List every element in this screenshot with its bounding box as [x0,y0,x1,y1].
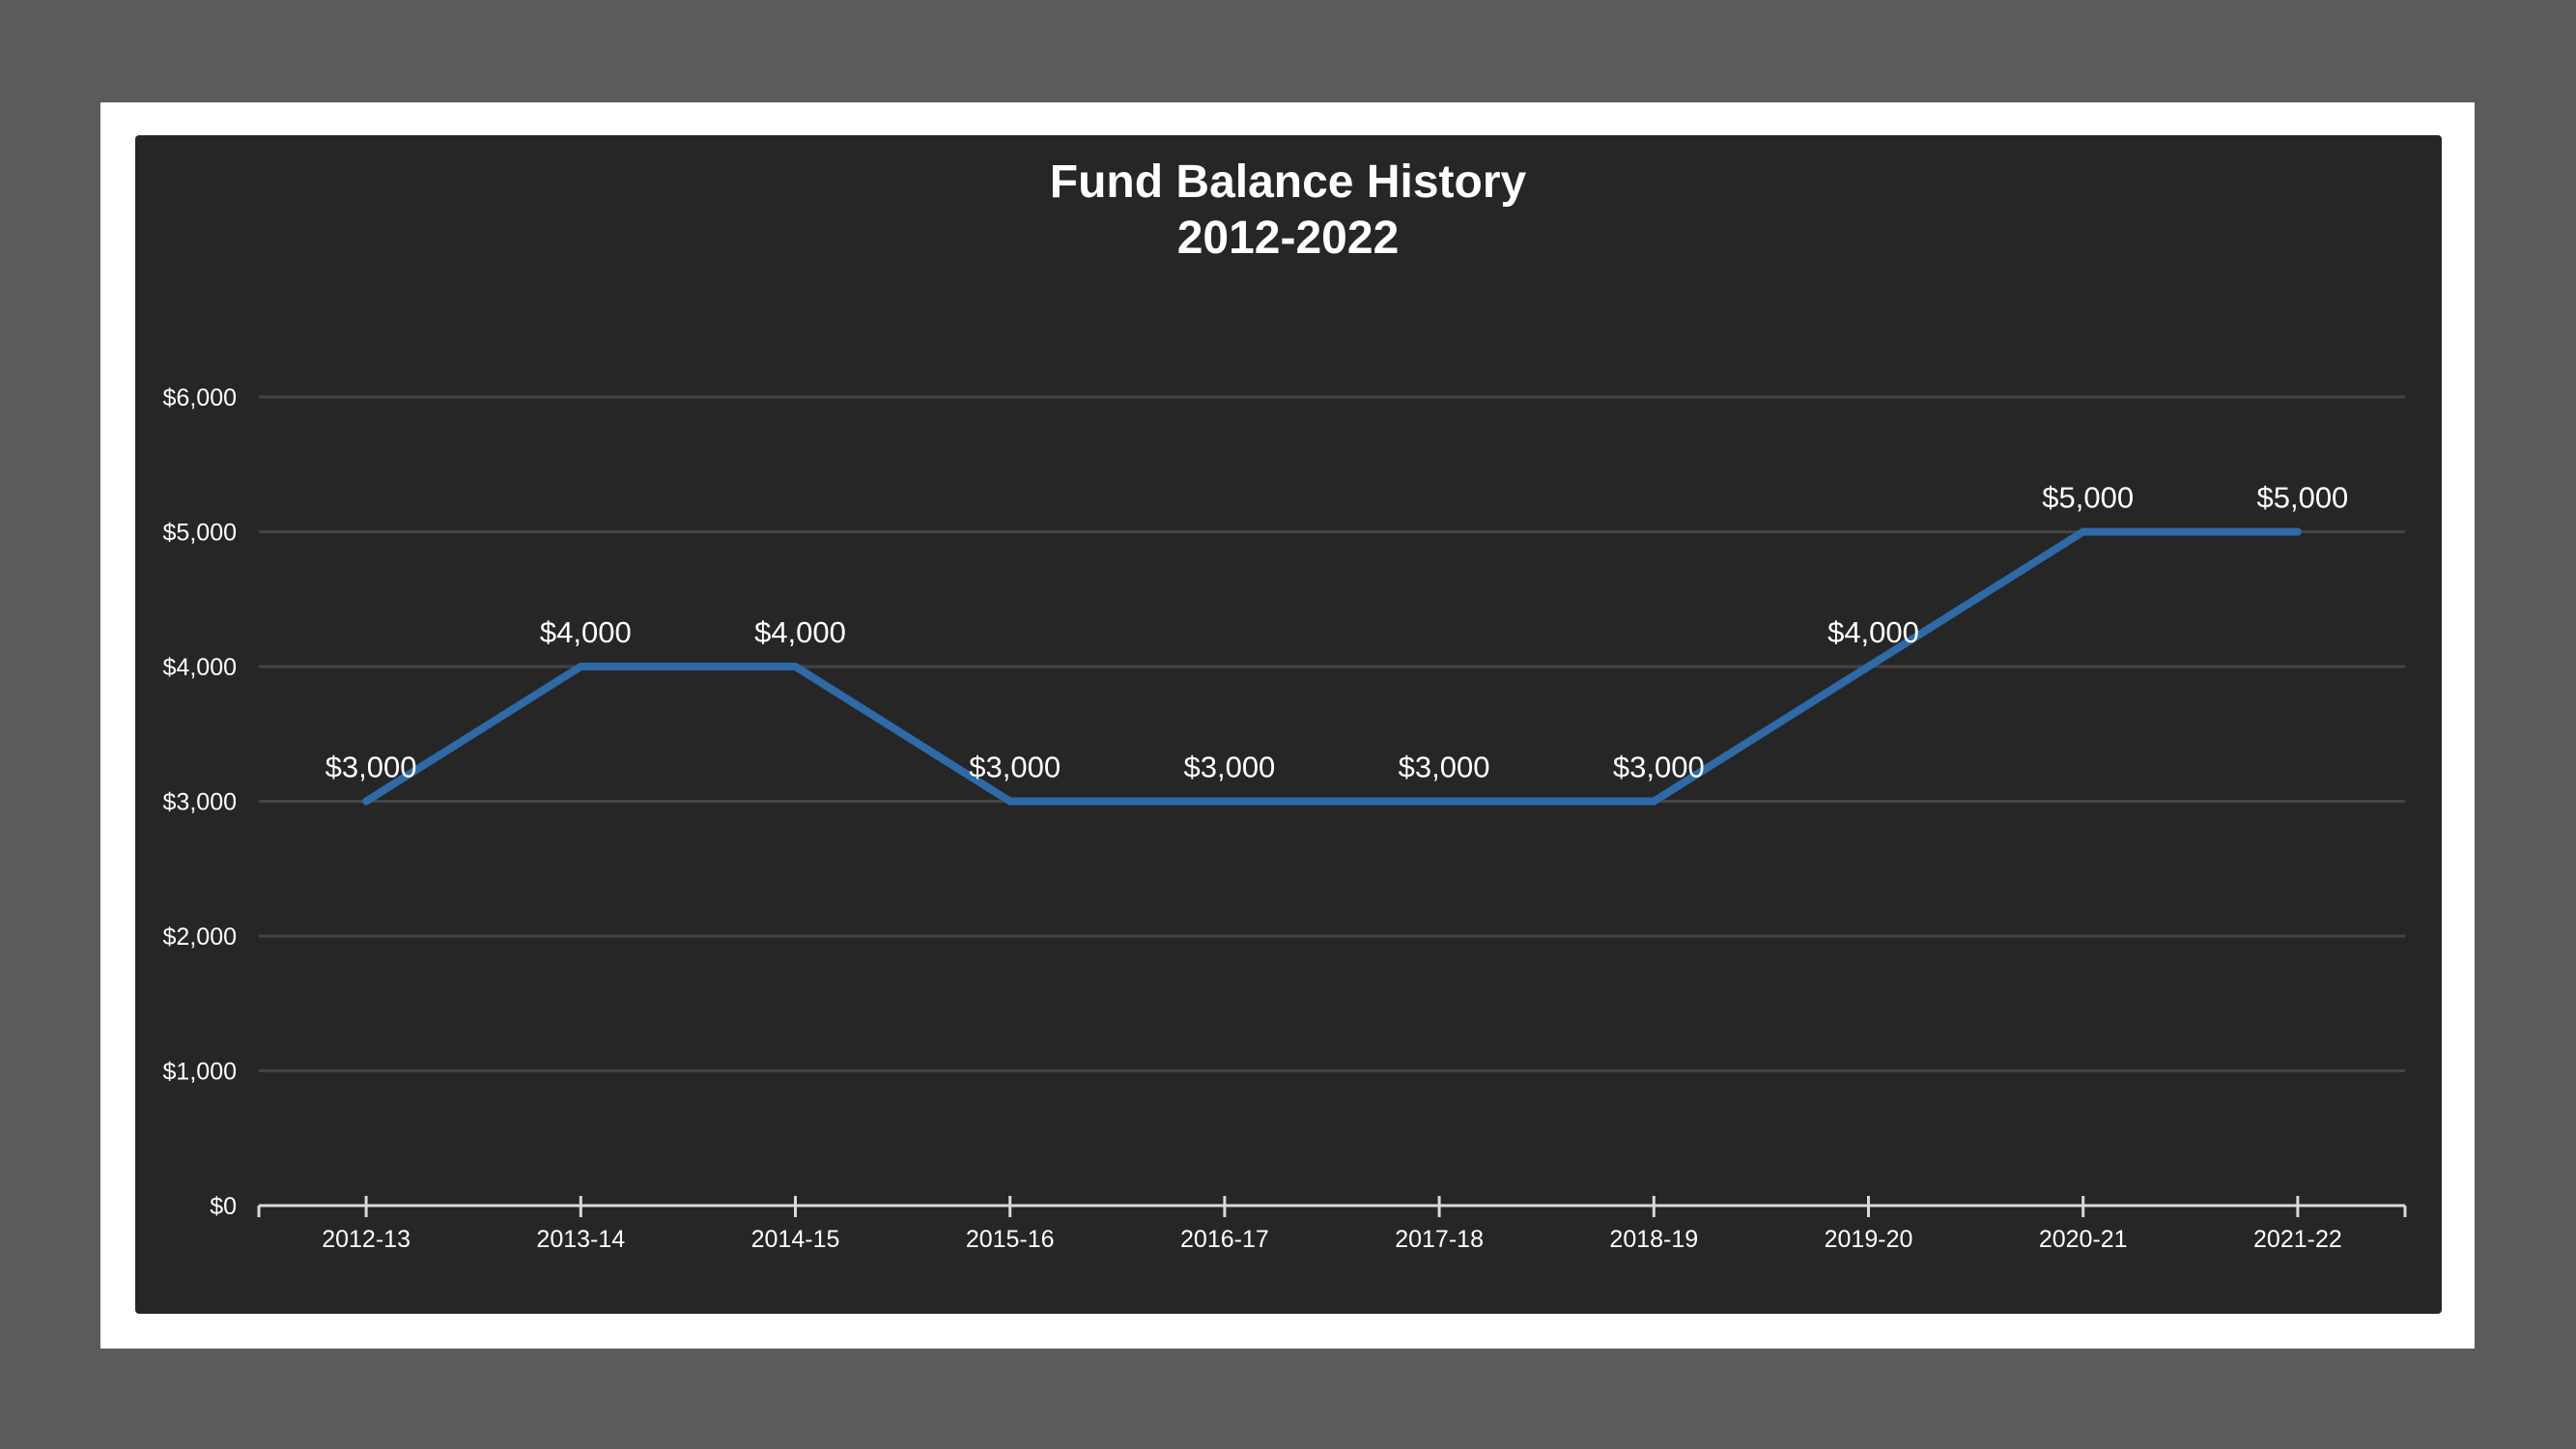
y-tick-label: $0 [210,1193,237,1220]
x-tick-label: 2012-13 [322,1226,410,1253]
data-label: $4,000 [1827,615,1919,649]
data-label: $4,000 [754,615,846,649]
gridlines [259,395,2405,1072]
y-tick-label: $6,000 [163,384,237,412]
data-label: $3,000 [326,751,417,784]
data-label: $3,000 [1183,751,1275,784]
chart-title-block: Fund Balance History 2012-2022 [0,155,2576,267]
data-label: $5,000 [2256,481,2348,515]
x-tick-label: 2016-17 [1180,1226,1269,1253]
x-tick-label: 2014-15 [751,1226,840,1253]
x-tick-label: 2018-19 [1609,1226,1698,1253]
chart-panel [135,135,2442,1314]
y-tick-label: $5,000 [163,520,237,547]
x-tick-label: 2017-18 [1395,1226,1484,1253]
data-label: $3,000 [1613,751,1705,784]
series-polyline [362,527,2302,806]
chart-subtitle: 2012-2022 [1176,213,1400,264]
data-label: $3,000 [1399,751,1490,784]
y-tick-label: $2,000 [163,923,237,951]
chart-title: Fund Balance History [1049,156,1527,208]
y-axis-tick-labels: $0 $1,000 $2,000 $3,000 $4,000 $5,000 $6,000 [163,384,237,1220]
data-labels: $3,000 $4,000 $4,000 $3,000 $3,000 $3,000 $3,0… [326,481,2349,784]
x-tick-label: 2015-16 [966,1226,1055,1253]
y-tick-label: $3,000 [163,789,237,816]
x-axis: 2012-13 2013-14 2014-15 2015-16 2016-17 2017-… [257,1196,2407,1253]
data-label: $5,000 [2042,481,2134,515]
x-tick-label: 2021-22 [2253,1226,2342,1253]
data-label: $4,000 [540,615,632,649]
y-tick-label: $4,000 [163,654,237,681]
y-tick-label: $1,000 [163,1059,237,1086]
series-line [362,527,2302,806]
x-tick-label: 2013-14 [536,1226,625,1253]
x-tick-label: 2019-20 [1825,1226,1913,1253]
data-label: $3,000 [969,751,1061,784]
x-tick-label: 2020-21 [2039,1226,2128,1253]
